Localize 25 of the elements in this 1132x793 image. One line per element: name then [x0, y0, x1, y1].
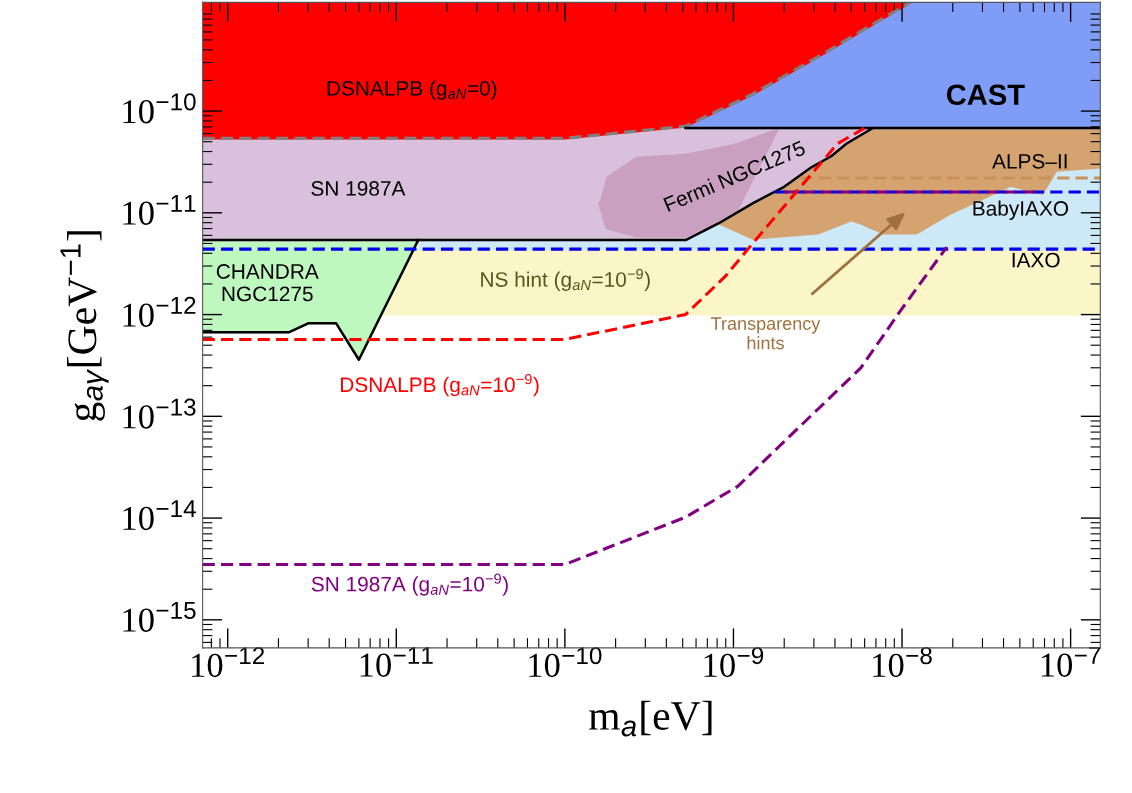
y-tick-label: 10$^{−15}$ [123, 602, 196, 632]
y-tick-label: 10$^{−14}$ [123, 500, 196, 531]
annotation: CHANDRA NGC1275 [216, 264, 319, 302]
annotation: NS hint (g$_{aN}$=10$^{−9}$) [481, 268, 650, 292]
y-axis-title: g$_{aγ}$[GeV$^{−1}$] [60, 231, 109, 421]
y-tick-label: 10$^{−12}$ [123, 296, 196, 327]
x-tick-label: 10$^{−9}$ [704, 646, 764, 678]
x-tick-label: 10$^{−11}$ [360, 646, 433, 677]
x-tick-label: 10$^{−12}$ [192, 646, 265, 678]
annotation: BabyIAXO [973, 200, 1069, 220]
x-axis-title: m$_{a}$[eV] [589, 700, 712, 737]
annotation: SN 1987A [311, 181, 406, 196]
x-tick-label: 10$^{−7}$ [1041, 646, 1101, 677]
annotation: CAST [946, 84, 1025, 106]
x-tick-label: 10$^{−10}$ [529, 646, 602, 678]
annotation: IAXO [1012, 252, 1060, 268]
x-tick-label: 10$^{−8}$ [873, 646, 932, 678]
y-tick-label: 10$^{−13}$ [123, 398, 196, 429]
annotation: DSNALPB (g$_{aN}$=10$^{−9}$) [341, 374, 539, 397]
annotation: SN 1987A (g$_{aN}$=10$^{−9}$) [311, 573, 508, 596]
annotation: DSNALPB (g$_{aN}$=0) [327, 80, 497, 100]
annotation: ALPS–II [992, 153, 1067, 169]
annotation: Transparency hints [711, 317, 821, 350]
y-tick-label: 10$^{−11}$ [123, 195, 196, 225]
y-tick-label: 10$^{−10}$ [123, 93, 196, 124]
